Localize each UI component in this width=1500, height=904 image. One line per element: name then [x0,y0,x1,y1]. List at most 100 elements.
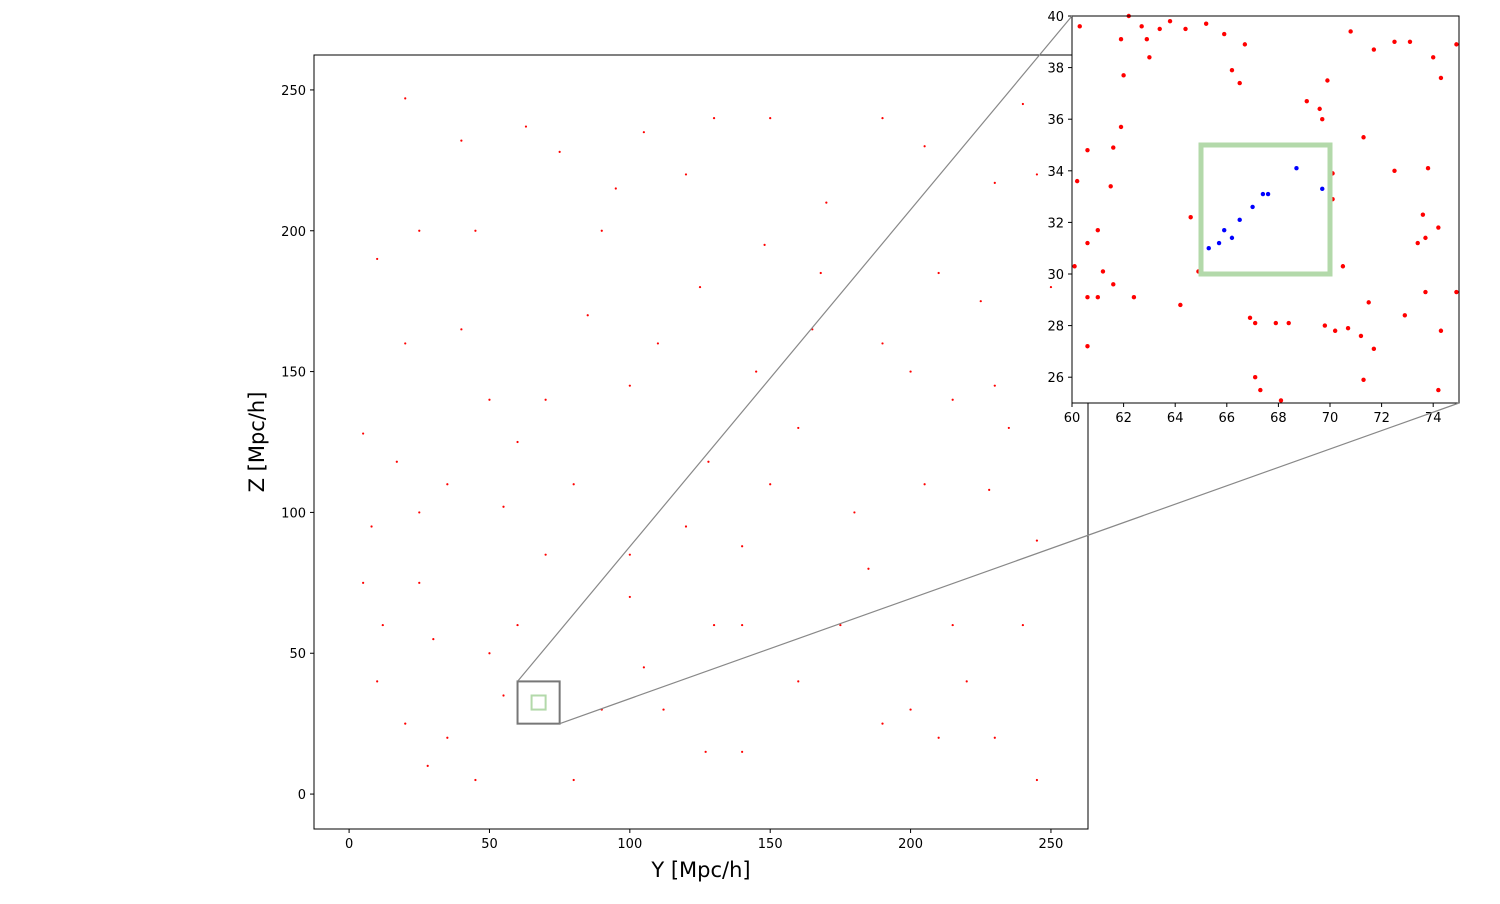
point [923,145,926,148]
point [1203,21,1209,26]
x-tick-label: 62 [1115,411,1132,426]
x-tick-label: 64 [1167,411,1184,426]
point [867,567,870,570]
point [881,342,884,345]
point [712,623,716,627]
point [656,342,660,345]
x-tick-label: 150 [758,837,783,852]
point [1139,24,1144,29]
point [819,271,822,275]
point [825,201,828,204]
point [769,483,772,486]
point [1438,328,1444,333]
x-tick-label: 100 [617,837,642,852]
point [1420,212,1426,217]
point [1108,184,1113,189]
point [628,595,631,599]
point [909,370,912,373]
point [707,460,710,463]
point [1222,227,1227,233]
point [881,116,884,120]
zoom-highlight [530,694,547,711]
point [1188,215,1193,220]
point [1183,26,1188,32]
point [1317,106,1322,112]
x-axis-label: Y [Mpc/h] [650,858,750,882]
point [704,750,707,753]
y-tick-label: 28 [1047,320,1064,335]
point [544,553,547,556]
point [1436,225,1441,230]
point [1121,73,1126,78]
x-tick-label: 0 [345,837,353,852]
point [524,125,528,128]
point [446,483,449,486]
point [1250,204,1255,210]
x-tick-label: 66 [1219,411,1236,426]
point [1111,145,1116,150]
point [988,488,991,491]
point [418,511,421,514]
point [1260,191,1266,197]
point [1431,55,1436,60]
point [362,581,365,584]
point [797,426,800,430]
axes-frame [1071,15,1460,404]
point [1332,328,1338,333]
point [853,511,856,514]
point [993,736,996,739]
point [1222,31,1227,37]
point [1273,320,1279,326]
highlight-box [1198,142,1333,277]
point [1242,42,1248,47]
point [572,483,575,486]
point [1118,124,1124,130]
point [1035,539,1039,542]
point [1425,166,1431,171]
point [586,314,589,317]
connector [517,15,1073,682]
point [1278,398,1284,403]
point [600,229,603,232]
y-tick-label: 32 [1047,216,1064,231]
point [1021,102,1024,106]
point [769,116,772,120]
point [642,666,645,669]
point [488,652,491,655]
point [404,722,407,725]
point [1229,235,1235,241]
point [1157,26,1162,32]
point [516,623,519,627]
y-tick-label: 40 [1047,10,1064,25]
point [1438,75,1444,81]
point [628,384,631,387]
point [426,764,429,768]
point [1286,320,1291,326]
point [558,150,561,153]
point [1111,282,1116,287]
y-tick-label: 150 [281,366,306,381]
point [1252,375,1258,380]
point [1371,346,1377,352]
x-tick-label: 60 [1064,411,1081,426]
point [376,680,379,683]
point [909,708,912,711]
point [1402,313,1408,318]
point [376,257,379,261]
point [1095,295,1101,300]
point [1423,235,1428,241]
point [460,139,463,142]
point [755,370,758,373]
point [1007,426,1010,430]
point [1178,302,1183,308]
point [1454,42,1459,47]
point [965,680,968,683]
point [923,483,926,486]
point [1144,37,1150,42]
point [1229,67,1235,73]
point [881,722,884,725]
point [1216,240,1222,246]
point [1237,217,1242,223]
y-tick-label: 50 [289,647,306,662]
